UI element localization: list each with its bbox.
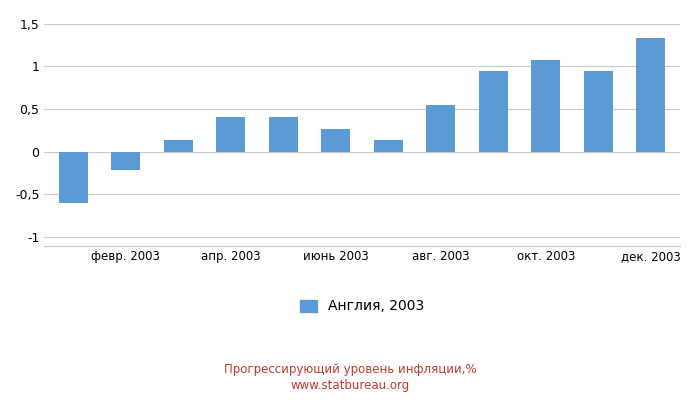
Bar [269,118,298,152]
Bar [164,140,193,152]
Bar [426,106,455,152]
Bar [111,152,140,170]
Bar [216,118,245,152]
Bar [584,71,612,152]
Legend: Англия, 2003: Англия, 2003 [295,294,430,319]
Bar [374,140,402,152]
Bar [636,38,665,152]
Text: www.statbureau.org: www.statbureau.org [290,380,410,392]
Text: Прогрессирующий уровень инфляции,%: Прогрессирующий уровень инфляции,% [224,364,476,376]
Bar [321,128,350,152]
Bar [531,60,560,152]
Bar [479,71,507,152]
Bar [59,152,88,203]
